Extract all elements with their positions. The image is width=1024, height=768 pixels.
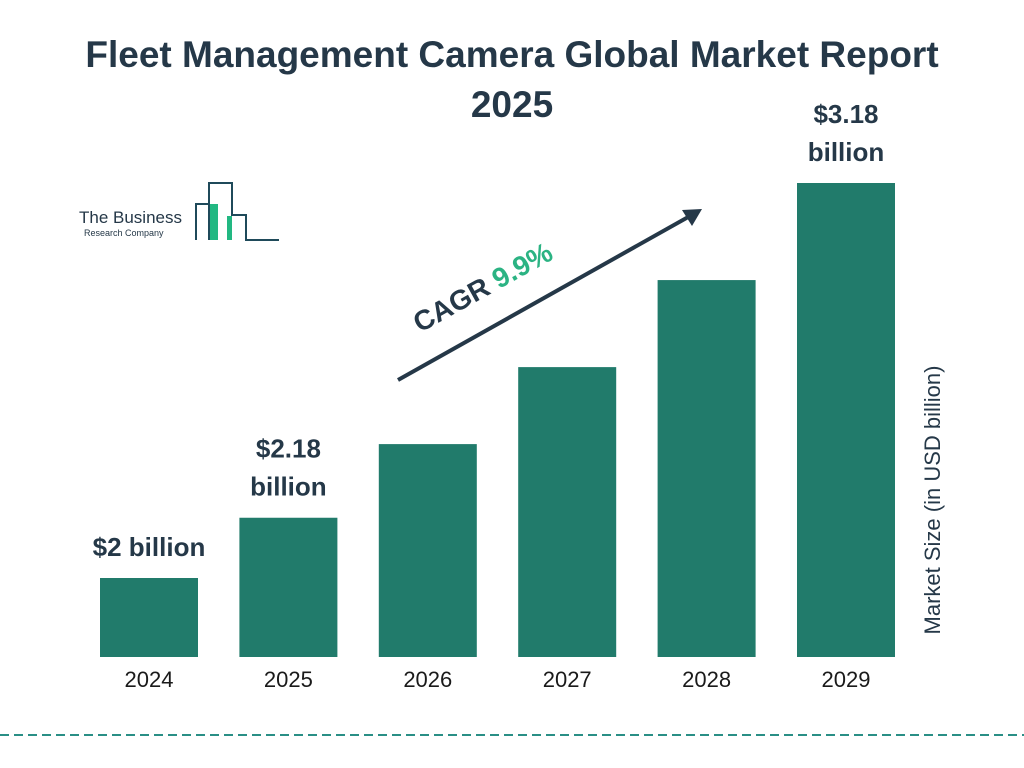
- bar-2029: [797, 183, 895, 657]
- logo-bar-1: [209, 204, 218, 240]
- x-tick-label: 2024: [125, 667, 174, 692]
- logo-line2: Research Company: [84, 228, 164, 238]
- data-label: $3.18: [813, 99, 878, 129]
- bar-2028: [657, 280, 756, 657]
- bar-2027: [518, 367, 617, 657]
- bar-2026: [378, 444, 477, 657]
- chart-title: Fleet Management Camera Global Market Re…: [85, 34, 939, 125]
- data-label: billion: [250, 472, 327, 502]
- logo: The Business Research Company: [79, 182, 279, 241]
- cagr-arrow-head: [682, 209, 702, 226]
- cagr-value: 9.9%: [487, 236, 558, 294]
- y-axis-label: Market Size (in USD billion): [920, 366, 945, 635]
- cagr-label: CAGR 9.9%: [408, 236, 558, 338]
- data-label: billion: [808, 137, 885, 167]
- data-label: $2 billion: [93, 532, 206, 562]
- x-tick-label: 2029: [822, 667, 871, 692]
- x-tick-label: 2028: [682, 667, 731, 692]
- data-label: $2.18: [256, 434, 321, 464]
- logo-bar-2: [227, 216, 232, 240]
- x-tick-label: 2027: [543, 667, 592, 692]
- bar-2024: [100, 578, 198, 657]
- x-tick-label: 2026: [403, 667, 452, 692]
- logo-line1: The Business: [79, 208, 182, 227]
- bar-2025: [239, 517, 338, 657]
- logo-outline: [195, 182, 279, 241]
- cagr-arrow-line: [397, 214, 691, 382]
- x-tick-label: 2025: [264, 667, 313, 692]
